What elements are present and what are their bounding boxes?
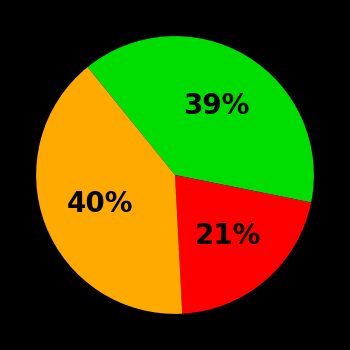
Wedge shape bbox=[36, 67, 182, 314]
Text: 40%: 40% bbox=[66, 190, 133, 218]
Text: 39%: 39% bbox=[183, 92, 250, 120]
Wedge shape bbox=[88, 36, 314, 202]
Text: 21%: 21% bbox=[195, 222, 261, 250]
Wedge shape bbox=[175, 175, 311, 314]
